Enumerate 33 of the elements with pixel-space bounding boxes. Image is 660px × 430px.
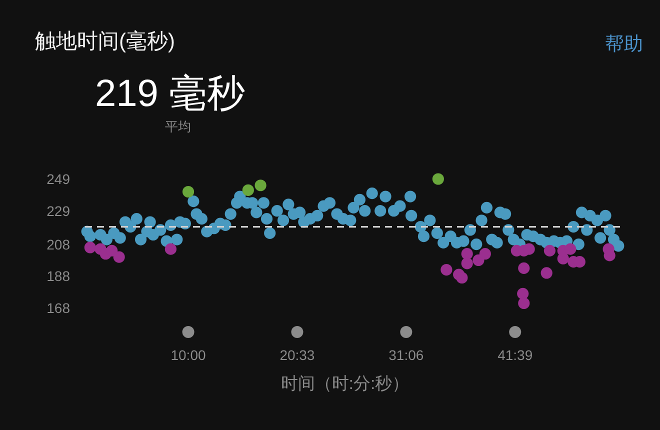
- point: [254, 180, 266, 192]
- x-tick-label: 20:33: [280, 347, 315, 363]
- point: [242, 184, 254, 196]
- point: [540, 267, 552, 279]
- point: [461, 248, 473, 260]
- chart-title: 触地时间(毫秒): [35, 30, 175, 53]
- point: [564, 243, 576, 255]
- x-tick-label: 31:06: [388, 347, 424, 363]
- point: [461, 258, 473, 270]
- x-tick-label: 10:00: [170, 347, 206, 363]
- point: [456, 272, 468, 284]
- point: [518, 262, 530, 274]
- chart-subtitle: 219 毫秒: [95, 73, 245, 115]
- point: [106, 244, 118, 256]
- point: [432, 173, 444, 185]
- point: [440, 264, 452, 276]
- x-axis-title: 时间（时:分:秒）: [280, 374, 410, 393]
- text: 平均: [165, 119, 191, 134]
- point: [544, 244, 556, 256]
- point: [164, 243, 177, 255]
- point: [518, 297, 530, 310]
- y-tick-label: 229: [46, 202, 70, 219]
- point: [84, 242, 96, 254]
- point: [113, 251, 125, 263]
- point: [182, 186, 194, 198]
- x-tick-label: 41:39: [498, 347, 533, 363]
- y-tick-label: 249: [46, 171, 70, 187]
- y-tick-label: 168: [46, 300, 70, 316]
- y-tick-label: 188: [46, 268, 70, 284]
- text: 帮助: [605, 34, 643, 55]
- point: [479, 248, 491, 260]
- point: [517, 288, 529, 300]
- y-tick-label: 208: [46, 236, 70, 252]
